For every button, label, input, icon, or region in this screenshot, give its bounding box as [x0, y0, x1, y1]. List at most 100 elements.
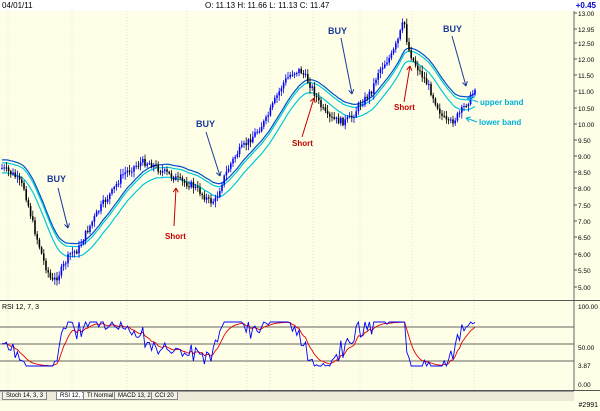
price-bar-body [131, 171, 133, 173]
tab-stoch[interactable]: Stoch 14, 3, 3 [2, 392, 48, 400]
price-bar-body [252, 136, 254, 143]
price-bar-body [122, 174, 124, 176]
rsi-title: RSI 12, 7, 3 [2, 304, 39, 311]
price-bar-body [265, 116, 267, 121]
price-bar-body [227, 168, 230, 172]
buy-label-1: BUY [47, 174, 66, 184]
price-bar-body [368, 91, 371, 99]
rsi-tick-label: 50.00 [578, 345, 595, 352]
price-bar-body [89, 225, 91, 233]
price-bar-body [210, 198, 212, 204]
price-bar-body [166, 169, 168, 172]
price-bar-body [381, 67, 384, 70]
annotation-arrowhead [466, 96, 473, 103]
price-bar-body [58, 275, 60, 281]
annotation-arrowhead [172, 187, 179, 193]
tab-ti-normal[interactable]: TI Normal [83, 392, 118, 400]
price-bar-body [447, 119, 450, 121]
price-bar-body [65, 263, 67, 265]
price-bar-body [91, 221, 93, 226]
price-bar-body [467, 104, 470, 107]
price-bar-body [267, 115, 269, 117]
price-bar-body [456, 113, 459, 121]
price-bar-body [458, 112, 461, 114]
price-tick-label: 10.00 [578, 122, 595, 129]
price-bar-body [159, 171, 162, 173]
price-bar-body [414, 60, 417, 66]
price-bar-body [139, 162, 142, 166]
price-bar-body [274, 97, 276, 103]
price-bar-body [223, 175, 225, 185]
price-bar-body [430, 83, 432, 96]
annotation-arrow [465, 117, 478, 123]
price-bar-body [12, 172, 14, 175]
rsi-tick-label: 0.00 [578, 382, 591, 389]
lower-band-line [2, 60, 476, 258]
price-bar-body [219, 191, 221, 197]
annotation-arrowhead [215, 171, 222, 177]
price-bar-body [357, 104, 360, 112]
price-bar-body [375, 79, 377, 84]
price-bar-body [296, 72, 298, 74]
price-bar-body [67, 254, 69, 264]
tab-cci[interactable]: CCI 20 [151, 392, 178, 400]
annotation-arrowhead [406, 65, 413, 71]
price-bar-body [359, 104, 362, 106]
short-label-1: Short [165, 232, 186, 241]
chart-canvas[interactable]: 13.00 12.95 12.50 12.00 11.50 11.00 10.50 10.00… [0, 0, 600, 400]
quote-change: +0.45 [575, 1, 596, 10]
price-tick-label: 9.50 [578, 138, 591, 145]
price-bar-body [106, 199, 109, 202]
price-bar-body [194, 186, 197, 188]
price-bar-body [337, 117, 340, 124]
price-bar-body [419, 70, 421, 72]
price-bar-body [80, 244, 82, 246]
price-bar-body [157, 165, 159, 172]
price-bar-body [390, 53, 393, 58]
rsi-gridlines [0, 326, 574, 362]
price-bar-body [423, 77, 426, 79]
price-bar-body [135, 165, 137, 167]
price-bar-body [403, 22, 406, 25]
price-bar-body [331, 116, 333, 118]
price-tick-label: 8.00 [578, 186, 591, 193]
price-bar-body [172, 177, 175, 180]
price-bar-body [309, 82, 311, 88]
price-bars [1, 18, 476, 286]
quote-ohlc: O: 11.13 H: 11.66 L: 11.13 C: 11.47 [205, 1, 330, 10]
price-tick-label: 7.00 [578, 219, 591, 226]
price-bar-body [201, 194, 203, 196]
price-tick-label: 11.50 [578, 73, 594, 80]
price-bar-body [445, 116, 448, 120]
price-bar-body [25, 189, 27, 201]
price-bar-body [302, 73, 305, 75]
price-bar-body [84, 230, 87, 241]
price-tick-label: 12.95 [578, 27, 595, 34]
price-bar-body [150, 163, 153, 168]
rsi-axis: 100.00 50.00 3.87 0.00 [578, 304, 598, 389]
price-bar-body [21, 179, 23, 183]
price-bar-body [236, 154, 239, 158]
price-bar-body [289, 74, 291, 78]
price-bar-body [243, 143, 245, 145]
price-bar-body [280, 88, 283, 92]
price-bar-body [293, 73, 296, 75]
annotation-arrow [205, 131, 221, 177]
price-bar-body [199, 187, 201, 195]
price-bar-body [450, 119, 452, 121]
price-bar-body [254, 132, 256, 137]
price-bar-body [82, 240, 85, 245]
price-bar-body [278, 91, 280, 96]
price-bar-body [102, 199, 104, 205]
price-bar-body [421, 70, 423, 78]
annotation-arrow [340, 37, 353, 95]
price-bar-body [54, 277, 56, 280]
price-bar-body [428, 83, 430, 85]
price-bar-body [45, 260, 47, 271]
price-bar-body [126, 170, 129, 173]
price-bar-body [397, 38, 399, 44]
buy-label-2: BUY [196, 119, 215, 129]
price-bar-body [183, 181, 186, 183]
annotation-arrow [403, 65, 411, 103]
